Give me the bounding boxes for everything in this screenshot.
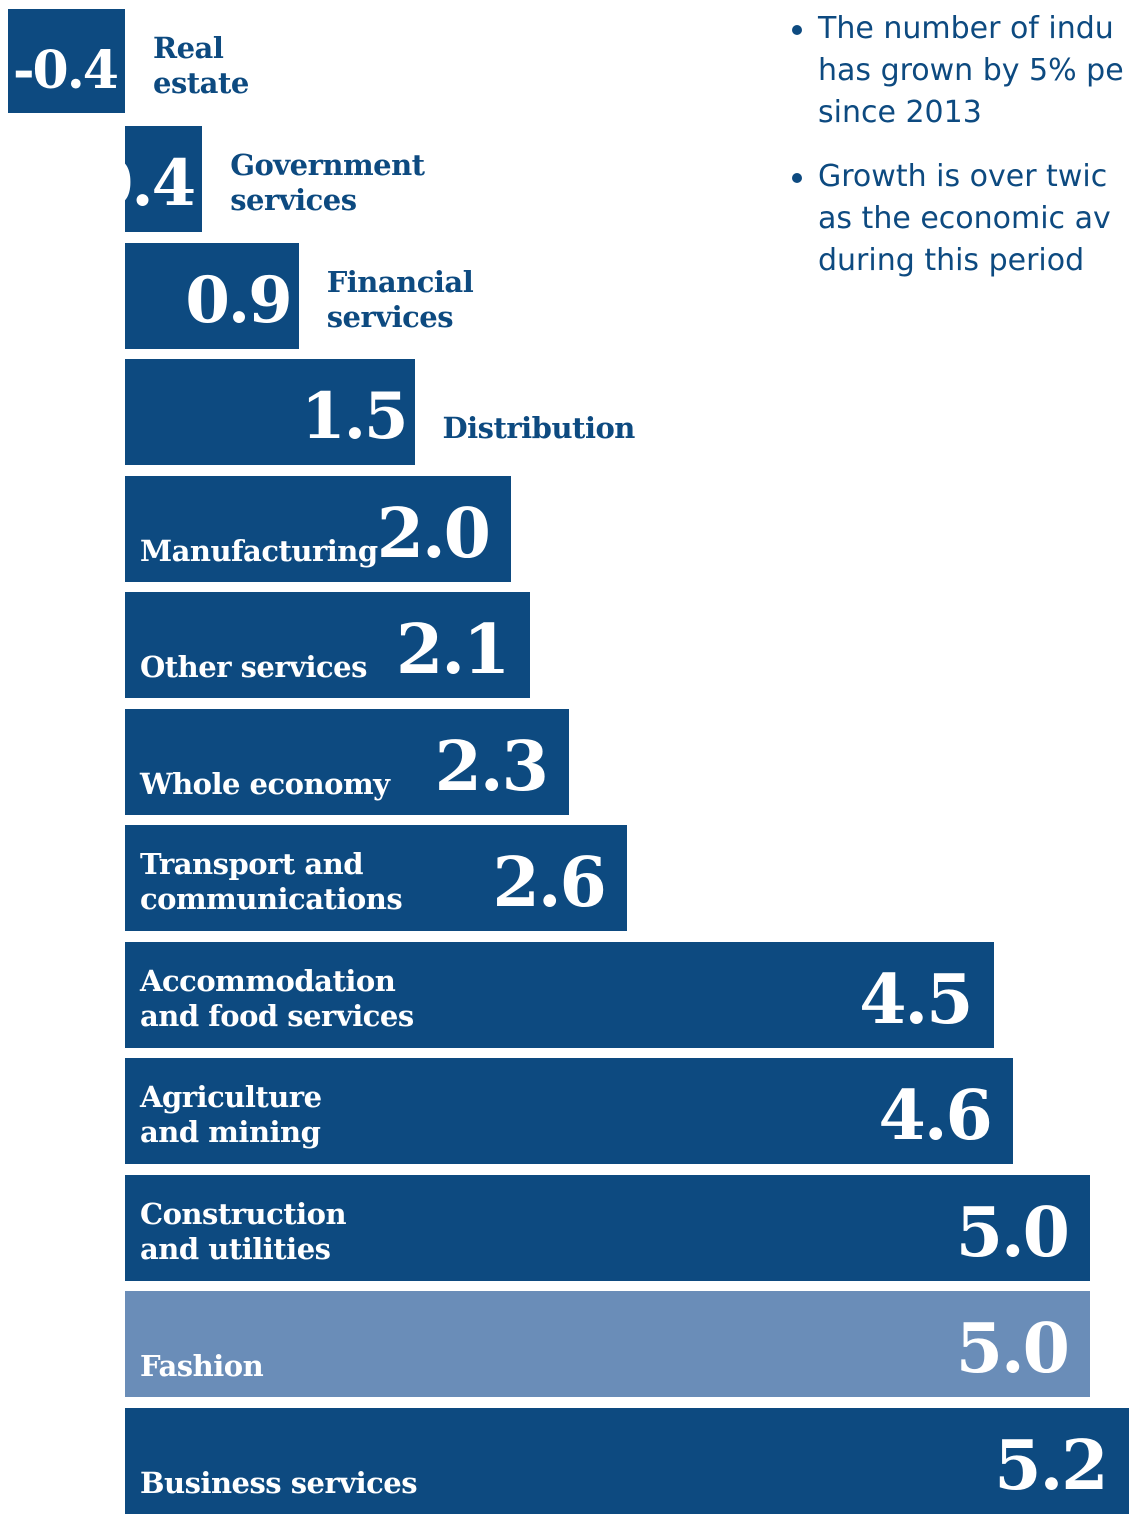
bar-value-label: -0.4 bbox=[12, 40, 119, 101]
bar-category-label: Construction and utilities bbox=[140, 1196, 347, 1266]
bar-value-label: 1.5 bbox=[301, 379, 408, 454]
bar bbox=[125, 1291, 1090, 1397]
bar bbox=[125, 475, 511, 582]
bar-category-label: Fashion bbox=[140, 1349, 264, 1383]
bar bbox=[125, 825, 627, 931]
bar bbox=[125, 242, 299, 349]
bar-value-label: 2.3 bbox=[434, 726, 549, 807]
bar-category-label: Business services bbox=[140, 1465, 418, 1500]
bar-category-label: Real estate bbox=[153, 31, 249, 100]
bar-value-label: 2.0 bbox=[376, 493, 491, 574]
bar-value-label: 2.6 bbox=[492, 843, 607, 923]
note-item: The number of indu has grown by 5% pe si… bbox=[790, 8, 1133, 134]
bar-value-label: 4.5 bbox=[859, 959, 973, 1040]
bar bbox=[125, 359, 415, 465]
bar bbox=[7, 9, 125, 113]
bar-category-label: Agriculture and mining bbox=[140, 1080, 322, 1149]
bar-value-label: 0.4 bbox=[88, 146, 196, 221]
bar bbox=[125, 592, 531, 698]
notes-list: The number of indu has grown by 5% pe si… bbox=[790, 8, 1133, 304]
note-item: Growth is over twic as the economic av d… bbox=[790, 156, 1133, 282]
bar-value-label: 5.0 bbox=[955, 1309, 1070, 1389]
bar-value-label: 4.6 bbox=[878, 1076, 993, 1156]
bar-value-label: 5.2 bbox=[994, 1425, 1108, 1506]
bar bbox=[125, 708, 569, 815]
bar-category-label: Transport and communications bbox=[140, 847, 403, 916]
bar-category-label: Other services bbox=[140, 650, 367, 684]
bar-category-label: Financial services bbox=[326, 264, 474, 334]
bar bbox=[125, 126, 203, 232]
bar-category-label: Accommodation and food services bbox=[140, 963, 414, 1033]
bar-category-label: Distribution bbox=[442, 411, 636, 445]
bar-value-label: 2.1 bbox=[396, 610, 510, 690]
bar bbox=[125, 941, 994, 1048]
bar bbox=[125, 1174, 1090, 1281]
bar-category-label: Government services bbox=[230, 148, 425, 217]
bar-value-label: 0.9 bbox=[185, 262, 292, 338]
bar-value-label: 5.0 bbox=[955, 1192, 1070, 1273]
bar-category-label: Manufacturing bbox=[140, 533, 378, 568]
bar bbox=[125, 1058, 1013, 1164]
bar bbox=[125, 1407, 1129, 1514]
bar-category-label: Whole economy bbox=[140, 766, 390, 801]
